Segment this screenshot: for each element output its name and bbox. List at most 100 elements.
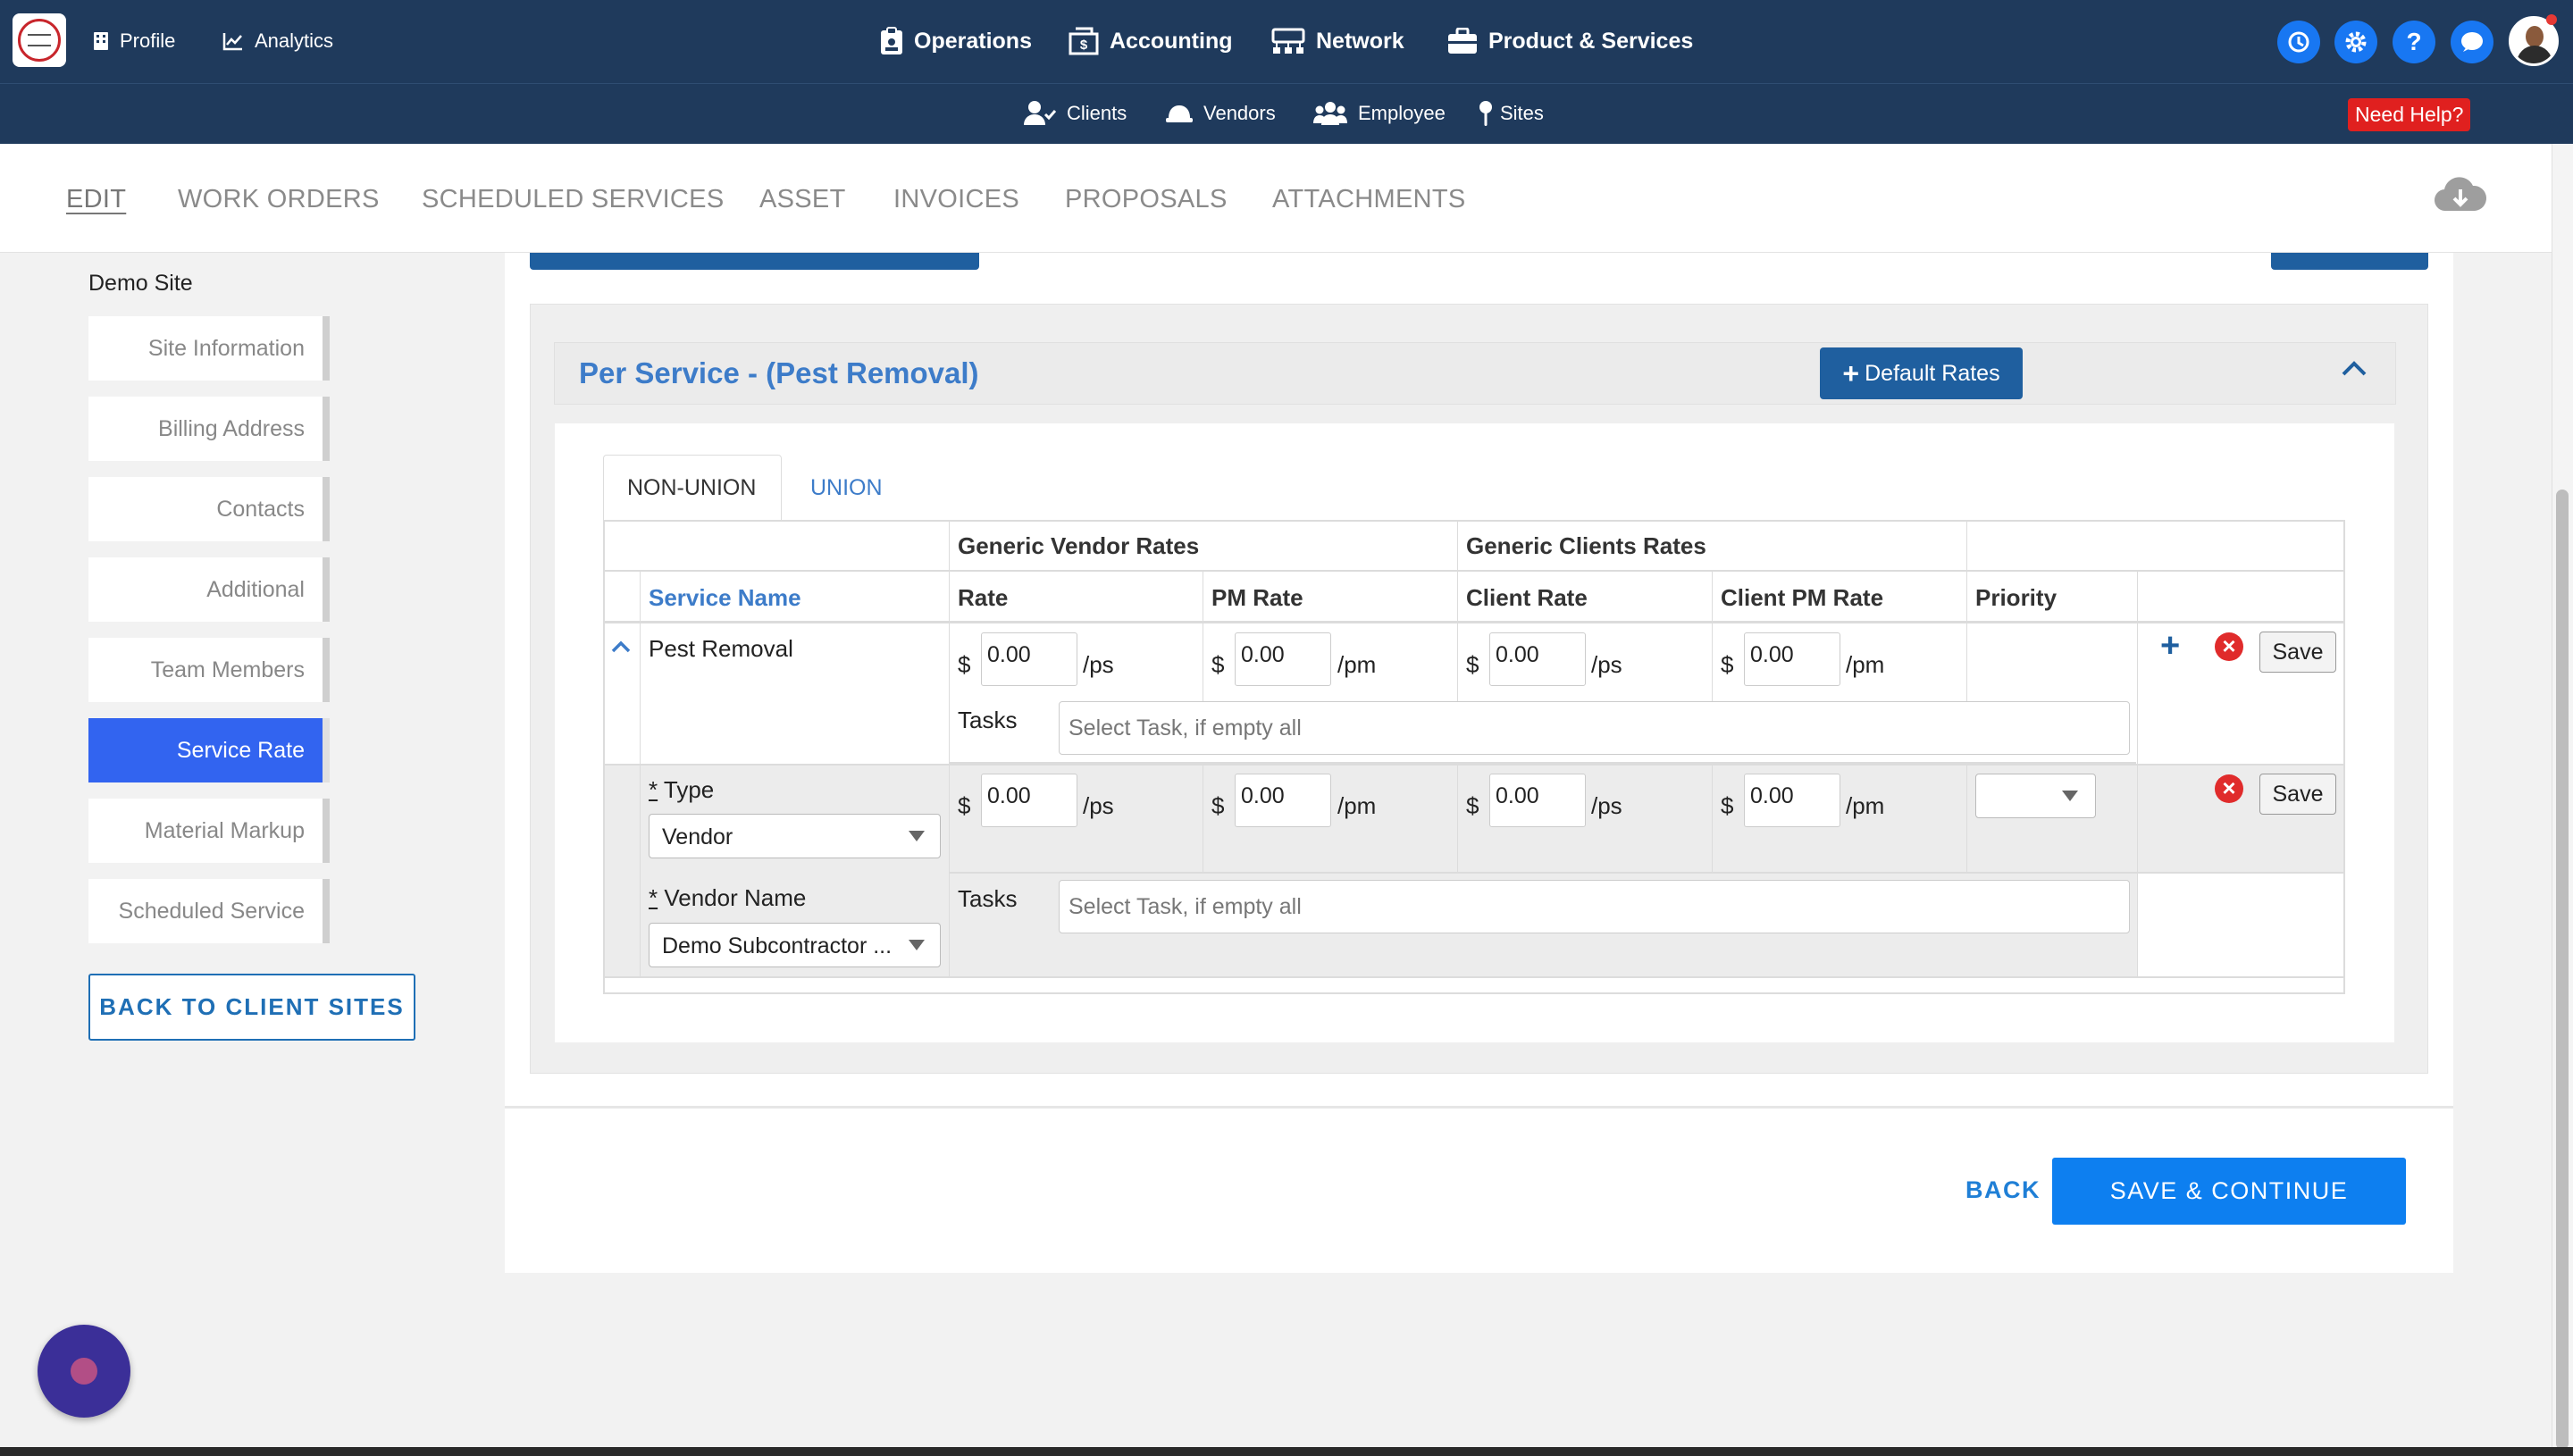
vendor-client-pm-rate-input[interactable]: 0.00 xyxy=(1744,774,1840,827)
settings-button[interactable] xyxy=(2334,21,2377,63)
top-navbar: Profile Analytics Operations $ Accountin… xyxy=(0,0,2573,83)
divider xyxy=(949,522,950,976)
nav-profile[interactable]: Profile xyxy=(93,23,175,59)
svg-text:$: $ xyxy=(1080,38,1088,53)
subnav-clients[interactable]: Clients xyxy=(1024,96,1127,131)
client-pm-rate-input[interactable]: 0.00 xyxy=(1744,632,1840,686)
subnav-employee-label: Employee xyxy=(1358,102,1446,124)
client-rate-header: Client Rate xyxy=(1466,584,1588,611)
help-button[interactable]: ? xyxy=(2393,21,2435,63)
subnav-employee[interactable]: Employee xyxy=(1313,96,1446,131)
vendor-tasks-select[interactable]: Select Task, if empty all xyxy=(1059,880,2130,933)
tab-attachments[interactable]: ATTACHMENTS xyxy=(1272,185,1466,213)
partially-hidden-button[interactable] xyxy=(530,253,979,270)
rate-section-header[interactable] xyxy=(554,342,2396,405)
vendor-rates-group-header: Generic Vendor Rates xyxy=(958,532,1200,559)
subtab-union[interactable]: UNION xyxy=(810,475,883,500)
sync-icon xyxy=(2288,31,2309,53)
sidebar-item-billing-address[interactable]: Billing Address xyxy=(88,397,330,461)
tab-edit[interactable]: EDIT xyxy=(66,185,127,213)
delete-icon[interactable]: × xyxy=(2215,774,2243,803)
tab-invoices[interactable]: INVOICES xyxy=(893,185,1019,213)
nav-accounting[interactable]: $ Accounting xyxy=(1069,23,1233,59)
chat-icon xyxy=(2461,32,2483,52)
rate-unit: /ps xyxy=(1083,792,1114,819)
network-icon xyxy=(1271,28,1305,54)
gear-icon xyxy=(2345,31,2367,53)
save-vendor-row-button[interactable]: Save xyxy=(2259,774,2336,815)
sidebar-item-scheduled-service[interactable]: Scheduled Service xyxy=(88,879,330,943)
back-to-client-sites-button[interactable]: BACK TO CLIENT SITES xyxy=(88,974,415,1041)
type-select[interactable]: Vendor xyxy=(649,814,941,858)
client-pm-rate-unit: /pm xyxy=(1846,792,1885,819)
add-row-icon[interactable]: + xyxy=(2160,627,2181,665)
sidebar-item-material-markup[interactable]: Material Markup xyxy=(88,799,330,863)
pm-rate-unit: /pm xyxy=(1337,792,1377,819)
divider xyxy=(605,621,2343,623)
divider xyxy=(605,976,2343,978)
currency-symbol: $ xyxy=(1721,651,1734,678)
page-scrollbar-thumb[interactable] xyxy=(2556,490,2569,1450)
partially-hidden-button-right[interactable] xyxy=(2271,253,2428,270)
currency-symbol: $ xyxy=(1466,792,1479,819)
company-logo[interactable] xyxy=(13,13,66,67)
subnav-vendors[interactable]: Vendors xyxy=(1166,96,1276,131)
pm-rate-input[interactable]: 0.00 xyxy=(1235,632,1331,686)
site-name: Demo Site xyxy=(88,271,193,296)
delete-icon[interactable]: × xyxy=(2215,632,2243,661)
currency-symbol: $ xyxy=(958,792,971,819)
vendor-client-rate-input[interactable]: 0.00 xyxy=(1489,774,1586,827)
sidebar-item-contacts[interactable]: Contacts xyxy=(88,477,330,541)
rate-input[interactable]: 0.00 xyxy=(981,632,1077,686)
nav-network[interactable]: Network xyxy=(1271,23,1404,59)
nav-operations-label: Operations xyxy=(914,28,1032,54)
sidebar-item-team-members[interactable]: Team Members xyxy=(88,638,330,702)
tab-asset[interactable]: ASSET xyxy=(759,185,846,213)
plus-icon: + xyxy=(1842,357,1860,389)
nav-profile-label: Profile xyxy=(120,29,176,52)
currency-symbol: $ xyxy=(1466,651,1479,678)
divider xyxy=(640,572,641,976)
tab-scheduled-services[interactable]: SCHEDULED SERVICES xyxy=(422,185,725,213)
chevron-up-icon[interactable] xyxy=(2341,359,2368,377)
service-name-header[interactable]: Service Name xyxy=(649,584,801,611)
divider xyxy=(1966,766,1967,873)
rate-unit: /ps xyxy=(1083,651,1114,678)
currency-symbol: $ xyxy=(1721,792,1734,819)
client-rate-input[interactable]: 0.00 xyxy=(1489,632,1586,686)
back-button[interactable]: BACK xyxy=(1965,1176,2041,1203)
pin-icon xyxy=(1479,101,1492,126)
chat-button[interactable] xyxy=(2451,21,2493,63)
chevron-up-icon[interactable] xyxy=(611,640,631,654)
cloud-download-icon[interactable] xyxy=(2434,175,2487,214)
subnav-sites[interactable]: Sites xyxy=(1479,96,1544,131)
pm-rate-unit: /pm xyxy=(1337,651,1377,678)
tasks-label: Tasks xyxy=(958,707,1018,733)
tab-proposals[interactable]: PROPOSALS xyxy=(1065,185,1228,213)
save-continue-button[interactable]: SAVE & CONTINUE xyxy=(2052,1158,2406,1225)
subtab-non-union[interactable]: NON-UNION xyxy=(627,475,757,500)
vendor-rate-input[interactable]: 0.00 xyxy=(981,774,1077,827)
default-rates-button[interactable]: + Default Rates xyxy=(1820,347,2023,399)
save-row-button[interactable]: Save xyxy=(2259,632,2336,673)
nav-operations[interactable]: Operations xyxy=(880,23,1032,59)
divider xyxy=(1457,766,1458,873)
sidebar-item-site-information[interactable]: Site Information xyxy=(88,316,330,381)
sidebar-item-service-rate[interactable]: Service Rate xyxy=(88,718,330,782)
sync-button[interactable] xyxy=(2277,21,2320,63)
tasks-select[interactable]: Select Task, if empty all xyxy=(1059,701,2130,755)
chat-widget-button[interactable] xyxy=(38,1325,130,1418)
divider xyxy=(605,570,2343,572)
vendor-pm-rate-input[interactable]: 0.00 xyxy=(1235,774,1331,827)
divider xyxy=(605,764,2343,766)
tab-work-orders[interactable]: WORK ORDERS xyxy=(178,185,380,213)
bottom-edge xyxy=(0,1447,2573,1456)
sub-navbar: Clients Vendors Employee Sites xyxy=(0,83,2573,144)
vendor-name-select[interactable]: Demo Subcontractor ... xyxy=(649,923,941,967)
nav-products-services[interactable]: Product & Services xyxy=(1447,23,1693,59)
nav-analytics[interactable]: Analytics xyxy=(222,23,333,59)
sidebar-item-additional[interactable]: Additional xyxy=(88,557,330,622)
required-mark: * xyxy=(649,776,658,803)
need-help-button[interactable]: Need Help? xyxy=(2348,98,2471,131)
chevron-down-icon xyxy=(2062,791,2078,801)
